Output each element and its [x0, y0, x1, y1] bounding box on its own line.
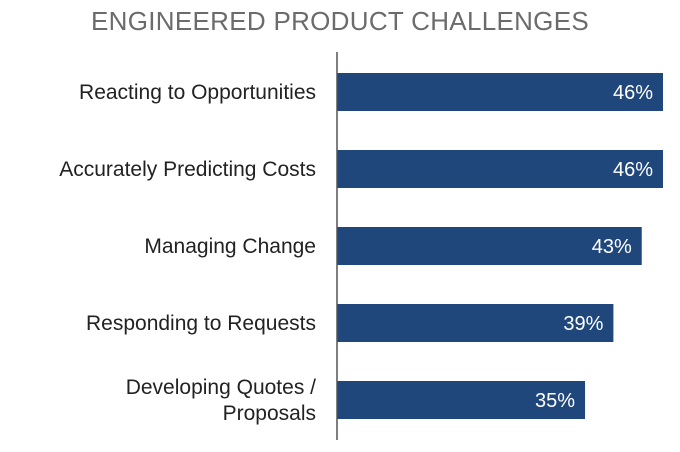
category-label-1: Reacting to Opportunities — [79, 81, 316, 104]
value-label-1: 46% — [613, 82, 653, 104]
category-label-2: Accurately Predicting Costs — [59, 158, 316, 181]
chart-title: ENGINEERED PRODUCT CHALLENGES — [91, 6, 589, 36]
bar-1 — [337, 73, 663, 111]
category-label-5-line-2: Proposals — [223, 402, 316, 425]
bar-3 — [337, 227, 642, 265]
category-label-3: Managing Change — [144, 235, 316, 258]
bar-4 — [337, 304, 614, 342]
bar-2 — [337, 150, 663, 188]
bar-5 — [337, 381, 586, 419]
category-label-4: Responding to Requests — [86, 312, 316, 335]
value-label-2: 46% — [613, 159, 653, 181]
value-label-5: 35% — [535, 390, 575, 412]
category-label-5-line-1: Developing Quotes / — [126, 376, 316, 399]
value-label-3: 43% — [592, 236, 632, 258]
value-label-4: 39% — [563, 313, 603, 335]
